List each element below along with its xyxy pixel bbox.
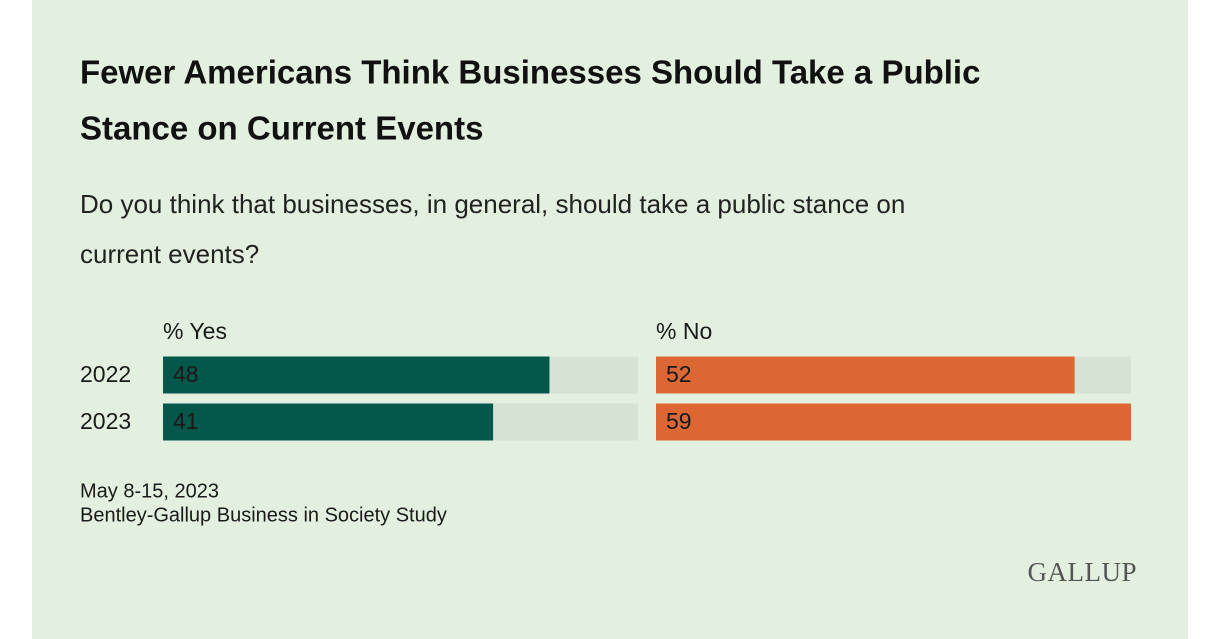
footnote: Bentley-Gallup Business in Society Study xyxy=(80,504,447,526)
chart-title: Stance on Current Events xyxy=(80,110,483,147)
logo: GALLUP xyxy=(1028,557,1138,587)
footnote: May 8-15, 2023 xyxy=(80,480,219,502)
subtitle: current events? xyxy=(80,239,259,269)
panel-header: % No xyxy=(656,318,712,344)
panel-header: % Yes xyxy=(163,318,227,344)
bar xyxy=(163,356,550,394)
chart-title: Fewer Americans Think Businesses Should … xyxy=(80,54,980,91)
bar xyxy=(163,403,494,441)
subtitle: Do you think that businesses, in general… xyxy=(80,189,905,219)
panel-background xyxy=(32,0,1188,639)
y-tick-label: 2023 xyxy=(80,408,131,434)
y-tick-label: 2022 xyxy=(80,361,131,387)
value-label: 41 xyxy=(173,408,199,434)
value-label: 48 xyxy=(173,361,199,387)
value-label: 59 xyxy=(666,408,692,434)
bar xyxy=(656,403,1131,441)
bar xyxy=(656,356,1075,394)
value-label: 52 xyxy=(666,361,692,387)
